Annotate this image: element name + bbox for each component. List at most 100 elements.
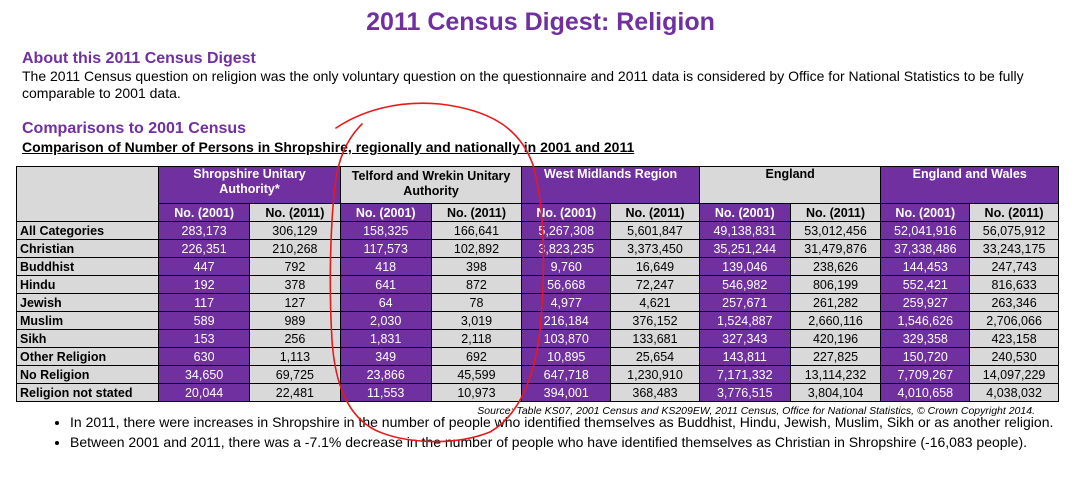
table-cell: 34,650	[158, 365, 250, 384]
table-cell: 329,358	[880, 329, 971, 348]
table-cell: 3,019	[430, 311, 523, 330]
table-row: Sikh 153 256 1,831 2,118 103,870 133,681 327,34…	[15, 329, 1059, 348]
table-cell: 1,524,887	[698, 311, 791, 330]
row-label: Religion not stated	[15, 383, 160, 402]
table-cell: 378	[249, 275, 341, 294]
table-cell: 4,038,032	[969, 383, 1059, 402]
table-cell: 56,668	[521, 275, 612, 294]
finding-item: Between 2001 and 2011, there was a -7.1%…	[70, 434, 1081, 451]
table-cell: 263,346	[969, 293, 1059, 312]
table-cell: 102,892	[430, 239, 523, 258]
col-header-2011: No. (2011)	[249, 203, 341, 222]
table-cell: 64	[339, 293, 432, 312]
table-row: Muslim 589 989 2,030 3,019 216,184 376,152 1,52…	[15, 311, 1059, 330]
row-label: Hindu	[15, 275, 160, 294]
table-cell: 398	[430, 257, 523, 276]
table-cell: 423,158	[969, 329, 1059, 348]
table-cell: 20,044	[158, 383, 250, 402]
table-cell: 35,251,244	[698, 239, 791, 258]
row-label: Christian	[15, 239, 160, 258]
table-cell: 306,129	[249, 221, 341, 240]
table-cell: 49,138,831	[698, 221, 791, 240]
col-header-2011: No. (2011)	[430, 203, 523, 222]
table-cell: 37,338,486	[880, 239, 971, 258]
row-label: Jewish	[15, 293, 160, 312]
table-cell: 872	[430, 275, 523, 294]
table-cell: 1,230,910	[610, 365, 700, 384]
table-cell: 7,709,267	[880, 365, 971, 384]
col-header-2001: No. (2001)	[521, 203, 612, 222]
table-cell: 376,152	[610, 311, 700, 330]
table-cell: 4,977	[521, 293, 612, 312]
table-cell: 7,171,332	[698, 365, 791, 384]
table-cell: 9,760	[521, 257, 612, 276]
table-cell: 4,010,658	[880, 383, 971, 402]
table-cell: 69,725	[249, 365, 341, 384]
comparisons-heading: Comparisons to 2001 Census	[22, 120, 247, 137]
table-cell: 53,012,456	[789, 221, 882, 240]
table-row: All Categories 283,173 306,129 158,325 166,6…	[15, 221, 1059, 240]
table-cell: 72,247	[610, 275, 700, 294]
table-cell: 133,681	[610, 329, 700, 348]
table-cell: 3,776,515	[698, 383, 791, 402]
table-cell: 238,626	[789, 257, 882, 276]
table-cell: 2,118	[430, 329, 523, 348]
table-row: Religion not stated 20,044 22,481 11,553 10,…	[15, 383, 1059, 402]
table-cell: 45,599	[430, 365, 523, 384]
table-cell: 166,641	[430, 221, 523, 240]
table-cell: 25,654	[610, 347, 700, 366]
table-cell: 2,660,116	[789, 311, 882, 330]
row-label: Sikh	[15, 329, 160, 348]
table-cell: 2,706,066	[969, 311, 1059, 330]
col-header-2011: No. (2011)	[610, 203, 700, 222]
row-label: Buddhist	[15, 257, 160, 276]
table-cell: 23,866	[339, 365, 432, 384]
table-cell: 10,973	[430, 383, 523, 402]
page-title: 2011 Census Digest: Religion	[366, 8, 715, 36]
table-cell: 349	[339, 347, 432, 366]
table-cell: 283,173	[158, 221, 250, 240]
table-cell: 647,718	[521, 365, 612, 384]
table-cell: 210,268	[249, 239, 341, 258]
table-cell: 127	[249, 293, 341, 312]
col-header-2001: No. (2001)	[158, 203, 250, 222]
table-cell: 56,075,912	[969, 221, 1059, 240]
table-cell: 143,811	[698, 347, 791, 366]
area-header-shropshire: Shropshire Unitary Authority*	[158, 166, 341, 204]
table-cell: 52,041,916	[880, 221, 971, 240]
table-cell: 14,097,229	[969, 365, 1059, 384]
table-cell: 5,267,308	[521, 221, 612, 240]
table-cell: 226,351	[158, 239, 250, 258]
table-cell: 33,243,175	[969, 239, 1059, 258]
table-cell: 11,553	[339, 383, 432, 402]
table-cell: 989	[249, 311, 341, 330]
table-cell: 806,199	[789, 275, 882, 294]
table-cell: 31,479,876	[789, 239, 882, 258]
table-cell: 1,113	[249, 347, 341, 366]
table-cell: 117	[158, 293, 250, 312]
row-label: All Categories	[15, 221, 160, 240]
col-header-2011: No. (2011)	[969, 203, 1059, 222]
about-heading: About this 2011 Census Digest	[22, 50, 256, 67]
col-header-2001: No. (2001)	[698, 203, 791, 222]
comparisons-subheading: Comparison of Number of Persons in Shrop…	[22, 139, 635, 155]
census-religion-table: Shropshire Unitary Authority* Telford an…	[15, 166, 1059, 402]
col-header-2001: No. (2001)	[339, 203, 432, 222]
table-row: Hindu 192 378 641 872 56,668 72,247 546,982 806,…	[15, 275, 1059, 294]
table-cell: 3,373,450	[610, 239, 700, 258]
table-cell: 78	[430, 293, 523, 312]
table-cell: 327,343	[698, 329, 791, 348]
table-cell: 216,184	[521, 311, 612, 330]
table-cell: 2,030	[339, 311, 432, 330]
table-cell: 259,927	[880, 293, 971, 312]
findings-list: In 2011, there were increases in Shropsh…	[22, 414, 1081, 454]
table-cell: 22,481	[249, 383, 341, 402]
area-header-england: England	[698, 166, 882, 204]
table-cell: 139,046	[698, 257, 791, 276]
table-cell: 16,649	[610, 257, 700, 276]
table-row: Christian 226,351 210,268 117,573 102,892 3,8…	[15, 239, 1059, 258]
table-cell: 418	[339, 257, 432, 276]
table-row: Other Religion 630 1,113 349 692 10,895 25,654…	[15, 347, 1059, 366]
table-cell: 630	[158, 347, 250, 366]
table-cell: 394,001	[521, 383, 612, 402]
